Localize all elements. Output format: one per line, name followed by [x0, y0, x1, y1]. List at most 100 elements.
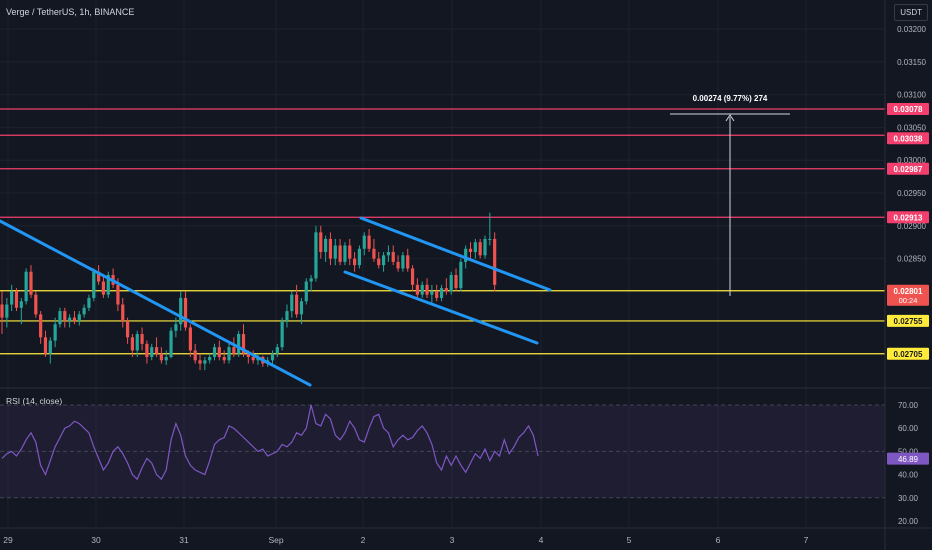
level-price-label [887, 162, 929, 175]
grid [0, 0, 885, 528]
price-range-measure[interactable]: 0.00274 (9.77%) 274 [670, 94, 790, 296]
candle-body [488, 238, 492, 240]
candle-body [10, 291, 14, 305]
trendline [343, 270, 539, 345]
candle-body [459, 261, 463, 289]
candle-body [125, 320, 130, 338]
candle-body [193, 350, 197, 361]
level-price-label [887, 103, 929, 116]
candle-body [324, 238, 328, 253]
x-tick-label: 29 [3, 535, 13, 545]
candle-body [381, 255, 386, 266]
candle-body [159, 353, 163, 361]
y-tick-label: 0.02900 [897, 222, 926, 231]
candle-body [468, 248, 473, 253]
candle-body [309, 278, 313, 282]
candle-body [444, 288, 448, 292]
candle-body [314, 232, 318, 279]
candle-body [348, 245, 352, 259]
trendlines[interactable] [0, 216, 552, 387]
candle-body [130, 337, 135, 351]
candle-body [72, 317, 77, 321]
trendline [359, 216, 552, 292]
candle-body [68, 317, 72, 321]
candle-body [92, 271, 96, 298]
candle-body [203, 360, 207, 364]
countdown-text: 00:24 [899, 296, 918, 305]
candle-body [150, 347, 154, 357]
candle-body [145, 343, 149, 357]
candle-body [0, 304, 4, 318]
candle-body [295, 294, 299, 315]
candle-body [87, 297, 91, 308]
rsi-indicator [1, 404, 539, 481]
level-price-label [887, 132, 929, 145]
rsi-line [1, 404, 539, 481]
candle-body [53, 324, 57, 341]
candle-body [246, 353, 250, 357]
measure-label: 0.00274 (9.77%) 274 [693, 94, 768, 103]
candle-body [352, 258, 357, 266]
level-price-text: 0.02913 [894, 213, 923, 222]
x-tick-label: 6 [716, 535, 721, 545]
candle-body [101, 281, 106, 295]
y-tick-label: 0.03100 [897, 91, 926, 100]
x-tick-label: Sep [268, 535, 283, 545]
candle-body [43, 337, 48, 354]
candle-body [357, 248, 362, 266]
candle-body [377, 258, 381, 266]
candle-body [241, 334, 246, 354]
x-tick-label: 31 [179, 535, 189, 545]
candle-body [97, 271, 101, 282]
measure-arrow [725, 114, 735, 122]
rsi-current-text: 46.89 [898, 455, 919, 464]
level-price-label [887, 347, 929, 360]
candle-body [121, 304, 125, 321]
rsi-band [0, 404, 885, 499]
time-axis[interactable]: 29 30 31 Sep 2 3 4 5 6 7 [3, 535, 808, 545]
candle-body [410, 268, 415, 285]
candle-body [391, 252, 395, 262]
candle-body [464, 248, 468, 262]
candle-body [198, 360, 202, 364]
rsi-label[interactable]: RSI (14, close) [6, 396, 63, 406]
y-tick-label: 0.03200 [897, 25, 926, 34]
candle-body [425, 284, 429, 295]
rsi-current-label [887, 452, 929, 465]
candle-body [280, 320, 284, 348]
candle-body [169, 330, 173, 357]
symbol-title[interactable]: Verge / TetherUS, 1h, BINANCE [6, 7, 135, 17]
candle-body [106, 275, 110, 295]
y-tick-label: 0.02950 [897, 189, 926, 198]
candle-body [372, 248, 376, 259]
rsi-tick-label: 70.00 [898, 401, 919, 410]
y-tick-label: 0.03150 [897, 58, 926, 67]
y-tick-label: 0.03000 [897, 156, 926, 165]
candle-body [328, 238, 333, 259]
candle-body [299, 301, 304, 315]
horizontal-levels[interactable] [0, 108, 885, 355]
candle-body [430, 291, 434, 295]
level-price-text: 0.03078 [894, 105, 923, 114]
candle-body [140, 334, 144, 344]
currency-badge[interactable]: USDT [894, 4, 928, 21]
level-price-text: 0.02705 [894, 350, 923, 359]
candle-body [183, 297, 188, 328]
rsi-tick-label: 40.00 [898, 471, 919, 480]
candle-body [5, 304, 9, 318]
candle-body [24, 271, 28, 302]
x-tick-label: 30 [91, 535, 101, 545]
candle-body [164, 357, 168, 361]
candle-body [415, 284, 419, 295]
candle-body [401, 255, 405, 269]
candle-body [116, 284, 120, 305]
candle-body [82, 307, 86, 315]
level-price-text: 0.02755 [894, 317, 923, 326]
candle-body [222, 357, 226, 361]
y-tick-label: 0.02850 [897, 255, 926, 264]
candle-body [473, 242, 477, 253]
current-price-text: 0.02801 [894, 287, 923, 296]
